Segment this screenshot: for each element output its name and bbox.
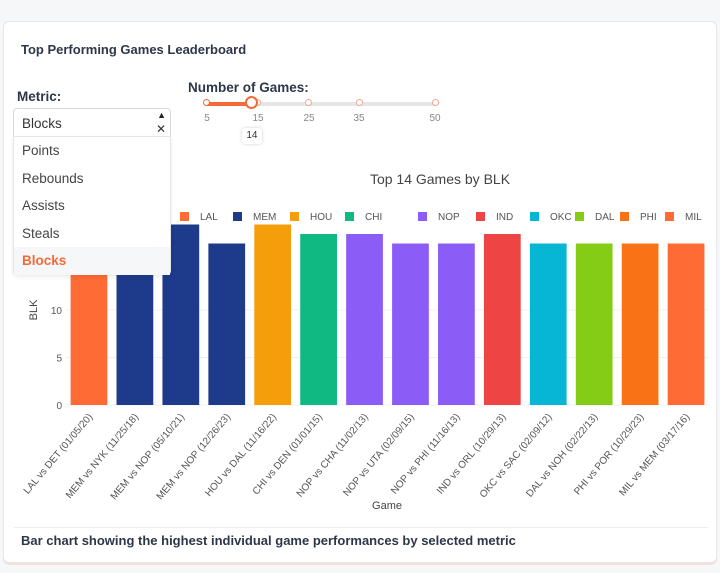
slider-mark: 35	[353, 113, 365, 124]
games-label: Number of Games:	[188, 80, 309, 95]
slider-mark: 5	[204, 113, 210, 124]
y-tick-label: 10	[51, 306, 63, 317]
slider-handle[interactable]	[245, 96, 259, 109]
legend-label: NOP	[438, 212, 460, 223]
slider-mark-dot	[431, 99, 439, 106]
metric-selected-value: Blocks	[22, 116, 62, 131]
slider-mark-dot	[304, 99, 312, 106]
legend-label: CHI	[365, 212, 382, 223]
legend-swatch	[620, 212, 629, 221]
slider-mark: 15	[252, 113, 264, 124]
metric-dropdown[interactable]: Blocks ▲ ✕	[13, 108, 171, 137]
bar	[346, 234, 383, 405]
bar	[208, 243, 246, 405]
slider-mark-dot	[202, 99, 210, 106]
slider-fill	[206, 102, 252, 106]
card-title: Top Performing Games Leaderboard	[21, 42, 247, 57]
legend-label: PHI	[640, 212, 657, 223]
legend-swatch	[233, 212, 242, 221]
y-tick-label: 5	[56, 354, 62, 365]
legend-swatch	[345, 212, 354, 221]
slider-mark-dot	[355, 99, 363, 106]
bar	[575, 243, 613, 405]
legend-label: HOU	[310, 212, 332, 223]
bar	[392, 243, 429, 405]
bar	[667, 243, 705, 405]
option-blocks[interactable]: Blocks	[14, 247, 170, 275]
legend-label: OKC	[550, 212, 572, 223]
bar	[254, 224, 292, 405]
option-points[interactable]: Points	[22, 143, 60, 158]
metric-options-menu: Points Rebounds Assists Steals Blocks	[13, 136, 171, 275]
bar	[300, 234, 337, 405]
option-rebounds[interactable]: Rebounds	[22, 170, 84, 186]
legend-label: DAL	[595, 212, 615, 223]
legend-label: IND	[496, 212, 513, 223]
divider	[14, 527, 708, 528]
legend-label: MEM	[253, 212, 276, 223]
slider-mark: 25	[303, 113, 315, 124]
legend-label: MIL	[685, 212, 702, 223]
games-slider[interactable]	[202, 96, 439, 109]
legend-swatch	[665, 212, 674, 221]
metric-label: Metric:	[17, 89, 62, 104]
x-axis-label: Game	[372, 500, 402, 512]
legend-swatch	[575, 212, 584, 221]
slider-tooltip: 14	[241, 128, 262, 144]
option-steals[interactable]: Steals	[22, 225, 60, 241]
chart-caption: Bar chart showing the highest individual…	[21, 533, 516, 548]
legend-swatch	[180, 212, 189, 221]
legend-swatch	[476, 212, 485, 221]
close-icon[interactable]: ✕	[155, 122, 166, 136]
y-axis-label: BLK	[28, 299, 40, 320]
slider-mark: 50	[429, 113, 441, 124]
caret-up-icon[interactable]: ▲	[157, 110, 166, 120]
legend-swatch	[418, 212, 427, 221]
bar	[621, 243, 659, 405]
bar	[529, 243, 567, 405]
bar	[483, 234, 521, 405]
option-assists[interactable]: Assists	[22, 198, 65, 213]
y-tick-label: 0	[56, 401, 62, 412]
legend-label: LAL	[200, 212, 218, 223]
chart-title: Top 14 Games by BLK	[369, 171, 511, 187]
legend-swatch	[290, 212, 299, 221]
legend-swatch	[530, 212, 539, 221]
bar	[438, 243, 475, 405]
